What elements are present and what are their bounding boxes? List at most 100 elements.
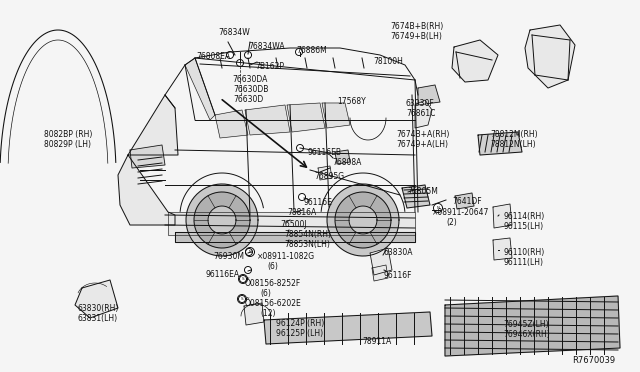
- Text: 80829P (LH): 80829P (LH): [44, 140, 91, 149]
- Text: 76749+B(LH): 76749+B(LH): [390, 32, 442, 41]
- Text: 76834W: 76834W: [218, 28, 250, 37]
- Polygon shape: [244, 51, 252, 58]
- Text: Õ08156-6202E: Õ08156-6202E: [245, 299, 301, 308]
- Polygon shape: [244, 266, 252, 273]
- Polygon shape: [227, 51, 234, 58]
- Polygon shape: [493, 204, 512, 228]
- Text: 96111(LH): 96111(LH): [504, 258, 544, 267]
- Polygon shape: [208, 206, 236, 234]
- Text: 76886M: 76886M: [296, 46, 327, 55]
- Text: Õ08156-8252F: Õ08156-8252F: [245, 279, 301, 288]
- Polygon shape: [237, 295, 246, 304]
- Text: 78100H: 78100H: [373, 57, 403, 66]
- Text: 8082BP (RH): 8082BP (RH): [44, 130, 92, 139]
- Text: 78911A: 78911A: [362, 337, 391, 346]
- Polygon shape: [525, 25, 575, 88]
- Polygon shape: [372, 265, 388, 281]
- Text: 76808EA: 76808EA: [196, 52, 230, 61]
- Polygon shape: [246, 248, 253, 256]
- Polygon shape: [327, 184, 399, 256]
- Text: 63831(LH): 63831(LH): [77, 314, 117, 323]
- Text: ×08911-20647: ×08911-20647: [432, 208, 490, 217]
- Polygon shape: [130, 145, 165, 168]
- Text: 78816A: 78816A: [287, 208, 316, 217]
- Text: 17568Y: 17568Y: [337, 97, 365, 106]
- Text: 96124P (RH): 96124P (RH): [276, 319, 324, 328]
- Text: 96125P (LH): 96125P (LH): [276, 329, 323, 338]
- Text: N: N: [248, 250, 252, 254]
- Text: S: S: [242, 277, 244, 281]
- Polygon shape: [370, 248, 392, 275]
- Text: 96115(LH): 96115(LH): [504, 222, 544, 231]
- Polygon shape: [298, 193, 305, 201]
- Text: 63830A: 63830A: [384, 248, 413, 257]
- Text: 76930M: 76930M: [213, 252, 244, 261]
- Polygon shape: [244, 303, 264, 325]
- Text: R7670039: R7670039: [572, 356, 615, 365]
- Text: ×08911-1082G: ×08911-1082G: [257, 252, 315, 261]
- Polygon shape: [493, 238, 512, 260]
- Text: 76500J: 76500J: [280, 220, 307, 229]
- Text: 76946X(RH): 76946X(RH): [503, 330, 550, 339]
- Text: S: S: [241, 297, 243, 301]
- Text: 7641DF: 7641DF: [452, 197, 482, 206]
- Polygon shape: [194, 192, 250, 248]
- Polygon shape: [455, 193, 474, 209]
- Polygon shape: [185, 58, 215, 120]
- Polygon shape: [186, 184, 258, 256]
- Polygon shape: [237, 60, 243, 67]
- Polygon shape: [128, 95, 178, 155]
- Polygon shape: [118, 155, 175, 225]
- Polygon shape: [239, 295, 246, 302]
- Text: 76805M: 76805M: [407, 187, 438, 196]
- Text: 63830(RH): 63830(RH): [77, 304, 118, 313]
- Text: (6): (6): [267, 262, 278, 271]
- Polygon shape: [239, 275, 248, 283]
- Polygon shape: [322, 103, 350, 128]
- Polygon shape: [402, 185, 430, 208]
- Text: 7674B+A(RH): 7674B+A(RH): [396, 130, 449, 139]
- Text: 76630D: 76630D: [233, 95, 263, 104]
- Polygon shape: [239, 276, 246, 282]
- Polygon shape: [445, 296, 620, 356]
- Text: 96110(RH): 96110(RH): [504, 248, 545, 257]
- Text: 7B162P: 7B162P: [255, 62, 284, 71]
- Polygon shape: [418, 85, 440, 105]
- Text: 76630DB: 76630DB: [233, 85, 268, 94]
- Text: (2): (2): [446, 218, 457, 227]
- Text: 7674B+B(RH): 7674B+B(RH): [390, 22, 444, 31]
- Polygon shape: [296, 48, 303, 55]
- Polygon shape: [349, 206, 377, 234]
- Text: 78812M(RH): 78812M(RH): [490, 130, 538, 139]
- Text: 96116E: 96116E: [303, 198, 332, 207]
- Polygon shape: [335, 150, 350, 164]
- Polygon shape: [335, 192, 391, 248]
- Polygon shape: [246, 247, 255, 257]
- Text: 76630DA: 76630DA: [232, 75, 268, 84]
- Text: 76834WA: 76834WA: [248, 42, 285, 51]
- Polygon shape: [287, 103, 325, 132]
- Text: 78854N(RH): 78854N(RH): [284, 230, 331, 239]
- Text: 96116F: 96116F: [384, 271, 413, 280]
- Text: 96116EA: 96116EA: [206, 270, 240, 279]
- Polygon shape: [215, 110, 248, 138]
- Text: (6): (6): [260, 289, 271, 298]
- Polygon shape: [75, 280, 118, 318]
- Polygon shape: [264, 312, 432, 344]
- Polygon shape: [168, 212, 415, 235]
- Text: 76945Z(LH): 76945Z(LH): [503, 320, 548, 329]
- Text: 76808A: 76808A: [332, 158, 362, 167]
- Polygon shape: [318, 166, 332, 180]
- Polygon shape: [433, 203, 442, 212]
- Text: (12): (12): [260, 309, 275, 318]
- Polygon shape: [245, 105, 290, 135]
- Text: 96114(RH): 96114(RH): [504, 212, 545, 221]
- Text: 76895G: 76895G: [314, 172, 344, 181]
- Text: 63930F: 63930F: [406, 99, 435, 108]
- Text: 96116EB: 96116EB: [307, 148, 341, 157]
- Polygon shape: [296, 144, 303, 151]
- Text: N: N: [436, 206, 440, 210]
- Polygon shape: [175, 232, 415, 242]
- Text: 78853N(LH): 78853N(LH): [284, 240, 330, 249]
- Polygon shape: [415, 100, 432, 128]
